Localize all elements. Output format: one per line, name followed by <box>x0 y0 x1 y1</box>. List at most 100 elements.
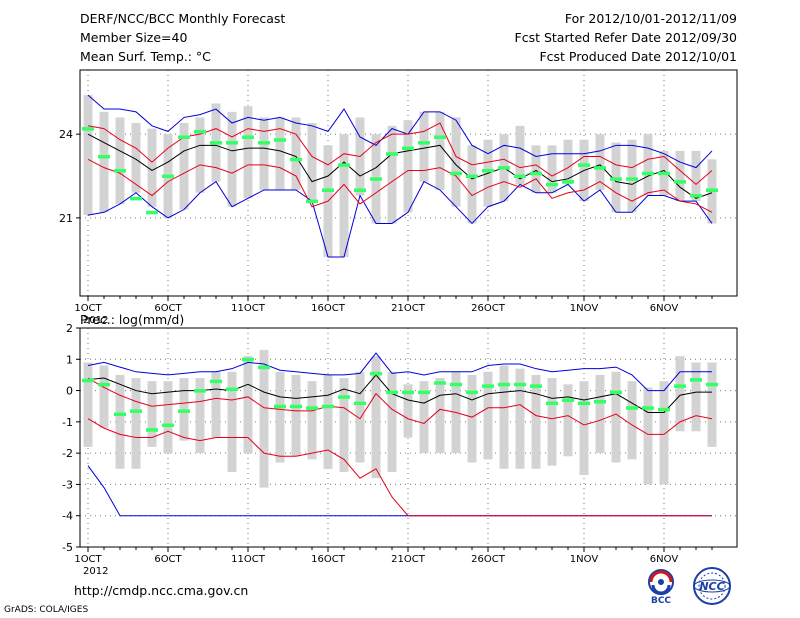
spread-bar <box>547 378 557 466</box>
obs-marker <box>354 188 366 192</box>
spread-bar <box>259 117 269 190</box>
obs-marker <box>706 188 718 192</box>
y-tick-label: 0 <box>66 385 73 398</box>
spread-bar <box>387 371 397 472</box>
x-tick-label: 6NOV <box>650 303 679 314</box>
obs-marker <box>642 406 654 410</box>
spread-bar <box>243 356 253 454</box>
spread-bar <box>611 371 621 463</box>
x-tick-label: 6OCT <box>154 554 182 565</box>
obs-marker <box>402 390 414 395</box>
spread-bar <box>243 106 253 199</box>
obs-marker <box>626 406 638 410</box>
spread-bar <box>131 123 141 193</box>
spread-bar <box>163 381 173 454</box>
outer-lower-line <box>87 180 713 258</box>
spread-bar <box>451 117 461 207</box>
obs-marker <box>130 196 142 201</box>
chart-title: DERF/NCC/BCC Monthly Forecast <box>80 11 286 26</box>
x-tick-label: 26OCT <box>471 554 506 565</box>
prec-panel-label: Prec.: log(mm/d) <box>80 312 185 327</box>
obs-marker <box>162 423 174 427</box>
obs-marker <box>386 390 398 395</box>
spread-bar <box>291 117 301 190</box>
x-tick-label: 16OCT <box>311 303 346 314</box>
spread-bar <box>131 378 141 469</box>
spread-bar <box>83 95 93 216</box>
obs-marker <box>498 166 510 170</box>
started-date: Fcst Started Refer Date 2012/09/30 <box>514 30 738 45</box>
spread-bar <box>515 125 525 185</box>
obs-marker <box>610 390 622 395</box>
spread-bar <box>339 134 349 257</box>
obs-marker <box>370 371 382 376</box>
ncc-logo: NCC <box>693 567 731 605</box>
spread-bar <box>627 381 637 460</box>
spread-bar <box>531 145 541 193</box>
spread-bar <box>691 150 701 202</box>
obs-marker <box>514 382 526 387</box>
spread-bar <box>579 381 589 476</box>
spread-bar <box>467 374 477 463</box>
inner-lower-line <box>87 418 712 517</box>
spread-bar <box>115 117 125 204</box>
spread-bar <box>307 381 317 460</box>
obs-marker <box>290 157 302 162</box>
obs-marker <box>562 180 574 184</box>
spread-bar <box>499 365 509 469</box>
y-tick-label: -5 <box>62 541 73 554</box>
spread-bar <box>259 349 269 488</box>
obs-marker <box>354 401 366 406</box>
spread-bar <box>323 374 333 469</box>
spread-bar <box>371 356 381 479</box>
inner-upper-line <box>87 122 713 186</box>
obs-marker <box>498 382 510 387</box>
x-tick-label: 1NOV <box>570 303 599 314</box>
spread-bar <box>275 371 285 463</box>
y-tick-label: -2 <box>62 447 73 460</box>
obs-marker <box>274 404 286 409</box>
spread-bar <box>307 123 317 202</box>
x-tick-label: 26OCT <box>471 303 506 314</box>
spread-bar <box>563 139 573 185</box>
obs-marker <box>82 378 94 383</box>
obs-marker <box>674 180 686 184</box>
obs-marker <box>642 171 654 176</box>
obs-marker <box>322 188 334 192</box>
spread-bar <box>339 378 349 472</box>
spread-bar <box>419 111 429 182</box>
x-tick-label: 1OCT <box>74 303 102 314</box>
obs-marker <box>178 135 190 139</box>
obs-marker <box>690 378 702 382</box>
ensemble-mean-line <box>87 133 713 199</box>
year-label: 2012 <box>83 315 108 326</box>
obs-marker <box>450 382 462 387</box>
y-tick-label: 1 <box>66 353 73 366</box>
obs-marker <box>146 210 158 215</box>
obs-marker <box>482 168 494 173</box>
y-tick-label: 21 <box>59 212 73 225</box>
y-tick-label: 2 <box>66 322 73 335</box>
obs-marker <box>610 177 622 181</box>
obs-marker <box>258 141 270 145</box>
source-url: http://cmdp.ncc.cma.gov.cn <box>74 583 249 598</box>
x-tick-label: 1OCT <box>74 554 102 565</box>
x-tick-label: 16OCT <box>311 554 346 565</box>
inner-lower-line <box>87 158 713 213</box>
obs-marker <box>194 389 206 393</box>
bcc-logo-text: BCC <box>651 596 671 606</box>
spread-bar <box>627 139 637 213</box>
obs-marker <box>466 390 478 395</box>
obs-marker <box>594 400 606 404</box>
obs-marker <box>514 174 526 179</box>
obs-marker <box>146 428 158 432</box>
x-tick-label: 21OCT <box>391 554 426 565</box>
spread-bar <box>403 120 413 213</box>
spread-bar <box>387 125 397 224</box>
inner-upper-line <box>87 377 713 435</box>
x-tick-label: 11OCT <box>231 303 266 314</box>
spread-bar <box>675 356 685 432</box>
obs-marker <box>274 138 286 142</box>
spread-bar <box>211 371 221 438</box>
